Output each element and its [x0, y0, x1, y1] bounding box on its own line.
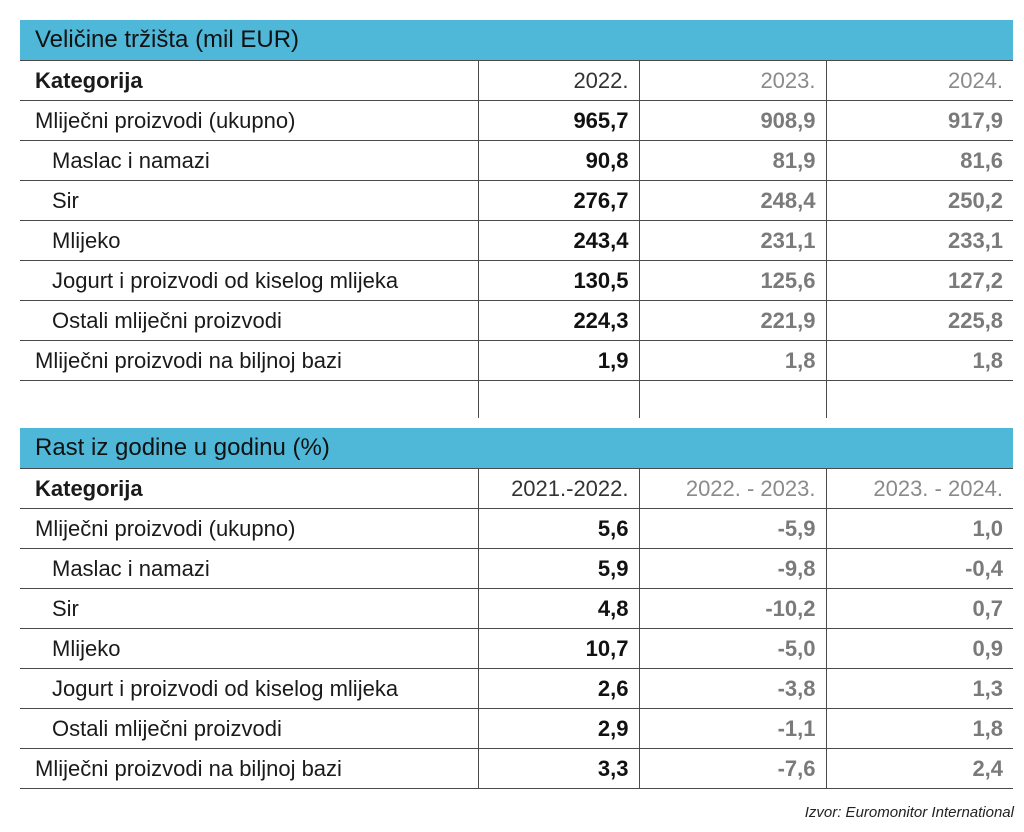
value-cell: -0,4: [825, 548, 1014, 589]
value-cell: 2,6: [477, 668, 639, 709]
row-label: Maslac i namazi: [20, 548, 478, 589]
value-cell: 917,9: [825, 100, 1014, 141]
row-label: Mlijeko: [20, 220, 478, 261]
growth-rows: Mliječni proizvodi (ukupno) 5,6 -5,9 1,0 Mas…: [20, 508, 1014, 789]
value-cell: 221,9: [638, 300, 826, 341]
growth-title-row: Rast iz godine u godinu (%): [20, 428, 1014, 469]
source-note: Izvor: Euromonitor International: [804, 804, 1014, 821]
value-cell: -5,9: [638, 508, 826, 549]
row-label: Ostali mliječni proizvodi: [20, 300, 478, 341]
row-label: Sir: [20, 180, 478, 221]
row-label: Mliječni proizvodi (ukupno): [20, 100, 478, 141]
spacer-cell: [477, 380, 639, 418]
growth-title: Rast iz godine u godinu (%): [20, 428, 1014, 469]
table-row: Ostali mliječni proizvodi 2,9 -1,1 1,8: [20, 708, 1014, 749]
value-cell: -1,1: [638, 708, 826, 749]
column-header-2022: 2022.: [477, 60, 639, 101]
column-header-2024: 2024.: [825, 60, 1014, 101]
row-label: Jogurt i proizvodi od kiselog mlijeka: [20, 668, 478, 709]
value-cell: 1,8: [638, 340, 826, 381]
value-cell: 1,9: [477, 340, 639, 381]
spacer-cell: [20, 381, 478, 419]
table-row: Ostali mliječni proizvodi 224,3 221,9 225,8: [20, 300, 1014, 341]
value-cell: 250,2: [825, 180, 1014, 221]
row-label: Mliječni proizvodi na biljnoj bazi: [20, 748, 478, 789]
value-cell: 0,7: [825, 588, 1014, 629]
value-cell: 1,8: [825, 708, 1014, 749]
value-cell: 0,9: [825, 628, 1014, 669]
market-size-table: Veličine tržišta (mil EUR) Kategorija 20…: [20, 20, 1014, 419]
value-cell: 81,6: [825, 140, 1014, 181]
value-cell: 4,8: [477, 588, 639, 629]
value-cell: 248,4: [638, 180, 826, 221]
value-cell: 1,3: [825, 668, 1014, 709]
table-row: Mlijeko 243,4 231,1 233,1: [20, 220, 1014, 261]
table-row: Mliječni proizvodi na biljnoj bazi 3,3 -7,…: [20, 748, 1014, 789]
value-cell: -9,8: [638, 548, 826, 589]
value-cell: 130,5: [477, 260, 639, 301]
column-header-2021-2022: 2021.-2022.: [477, 468, 639, 509]
table-row: Jogurt i proizvodi od kiselog mlijeka 130…: [20, 260, 1014, 301]
market-size-column-header: Kategorija 2022. 2023. 2024.: [20, 60, 1014, 101]
value-cell: 81,9: [638, 140, 826, 181]
market-size-title-row: Veličine tržišta (mil EUR): [20, 20, 1014, 61]
value-cell: 5,6: [477, 508, 639, 549]
table-row: Mliječni proizvodi na biljnoj bazi 1,9 1,8…: [20, 340, 1014, 381]
table-row: Mliječni proizvodi (ukupno) 965,7 908,9 917…: [20, 100, 1014, 141]
row-label: Sir: [20, 588, 478, 629]
growth-column-header: Kategorija 2021.-2022. 2022. - 2023. 202…: [20, 468, 1014, 509]
table-row: Mliječni proizvodi (ukupno) 5,6 -5,9 1,0: [20, 508, 1014, 549]
value-cell: 908,9: [638, 100, 826, 141]
value-cell: 3,3: [477, 748, 639, 789]
row-label: Jogurt i proizvodi od kiselog mlijeka: [20, 260, 478, 301]
spacer-cell: [825, 380, 1014, 418]
value-cell: 10,7: [477, 628, 639, 669]
value-cell: -5,0: [638, 628, 826, 669]
table-row: Maslac i namazi 5,9 -9,8 -0,4: [20, 548, 1014, 589]
value-cell: 1,8: [825, 340, 1014, 381]
table-spacer-row: [20, 380, 1014, 419]
value-cell: 90,8: [477, 140, 639, 181]
table-row: Sir 4,8 -10,2 0,7: [20, 588, 1014, 629]
table-row: Maslac i namazi 90,8 81,9 81,6: [20, 140, 1014, 181]
column-header-category: Kategorija: [20, 468, 478, 509]
value-cell: 225,8: [825, 300, 1014, 341]
growth-table: Rast iz godine u godinu (%) Kategorija 2…: [20, 428, 1014, 789]
value-cell: -10,2: [638, 588, 826, 629]
value-cell: 125,6: [638, 260, 826, 301]
column-header-category: Kategorija: [20, 60, 478, 101]
column-header-2023: 2023.: [638, 60, 826, 101]
value-cell: 2,4: [825, 748, 1014, 789]
table-row: Jogurt i proizvodi od kiselog mlijeka 2,6…: [20, 668, 1014, 709]
value-cell: 231,1: [638, 220, 826, 261]
value-cell: 2,9: [477, 708, 639, 749]
row-label: Ostali mliječni proizvodi: [20, 708, 478, 749]
row-label: Mliječni proizvodi (ukupno): [20, 508, 478, 549]
row-label: Maslac i namazi: [20, 140, 478, 181]
value-cell: 965,7: [477, 100, 639, 141]
value-cell: 243,4: [477, 220, 639, 261]
value-cell: 5,9: [477, 548, 639, 589]
table-row: Mlijeko 10,7 -5,0 0,9: [20, 628, 1014, 669]
value-cell: -7,6: [638, 748, 826, 789]
value-cell: 1,0: [825, 508, 1014, 549]
value-cell: -3,8: [638, 668, 826, 709]
row-label: Mlijeko: [20, 628, 478, 669]
market-size-rows: Mliječni proizvodi (ukupno) 965,7 908,9 917…: [20, 100, 1014, 381]
table-row: Sir 276,7 248,4 250,2: [20, 180, 1014, 221]
column-header-2023-2024: 2023. - 2024.: [825, 468, 1014, 509]
column-header-2022-2023: 2022. - 2023.: [638, 468, 826, 509]
value-cell: 276,7: [477, 180, 639, 221]
row-label: Mliječni proizvodi na biljnoj bazi: [20, 340, 478, 381]
value-cell: 233,1: [825, 220, 1014, 261]
value-cell: 127,2: [825, 260, 1014, 301]
spacer-cell: [638, 380, 826, 418]
market-size-title: Veličine tržišta (mil EUR): [20, 20, 1014, 61]
value-cell: 224,3: [477, 300, 639, 341]
